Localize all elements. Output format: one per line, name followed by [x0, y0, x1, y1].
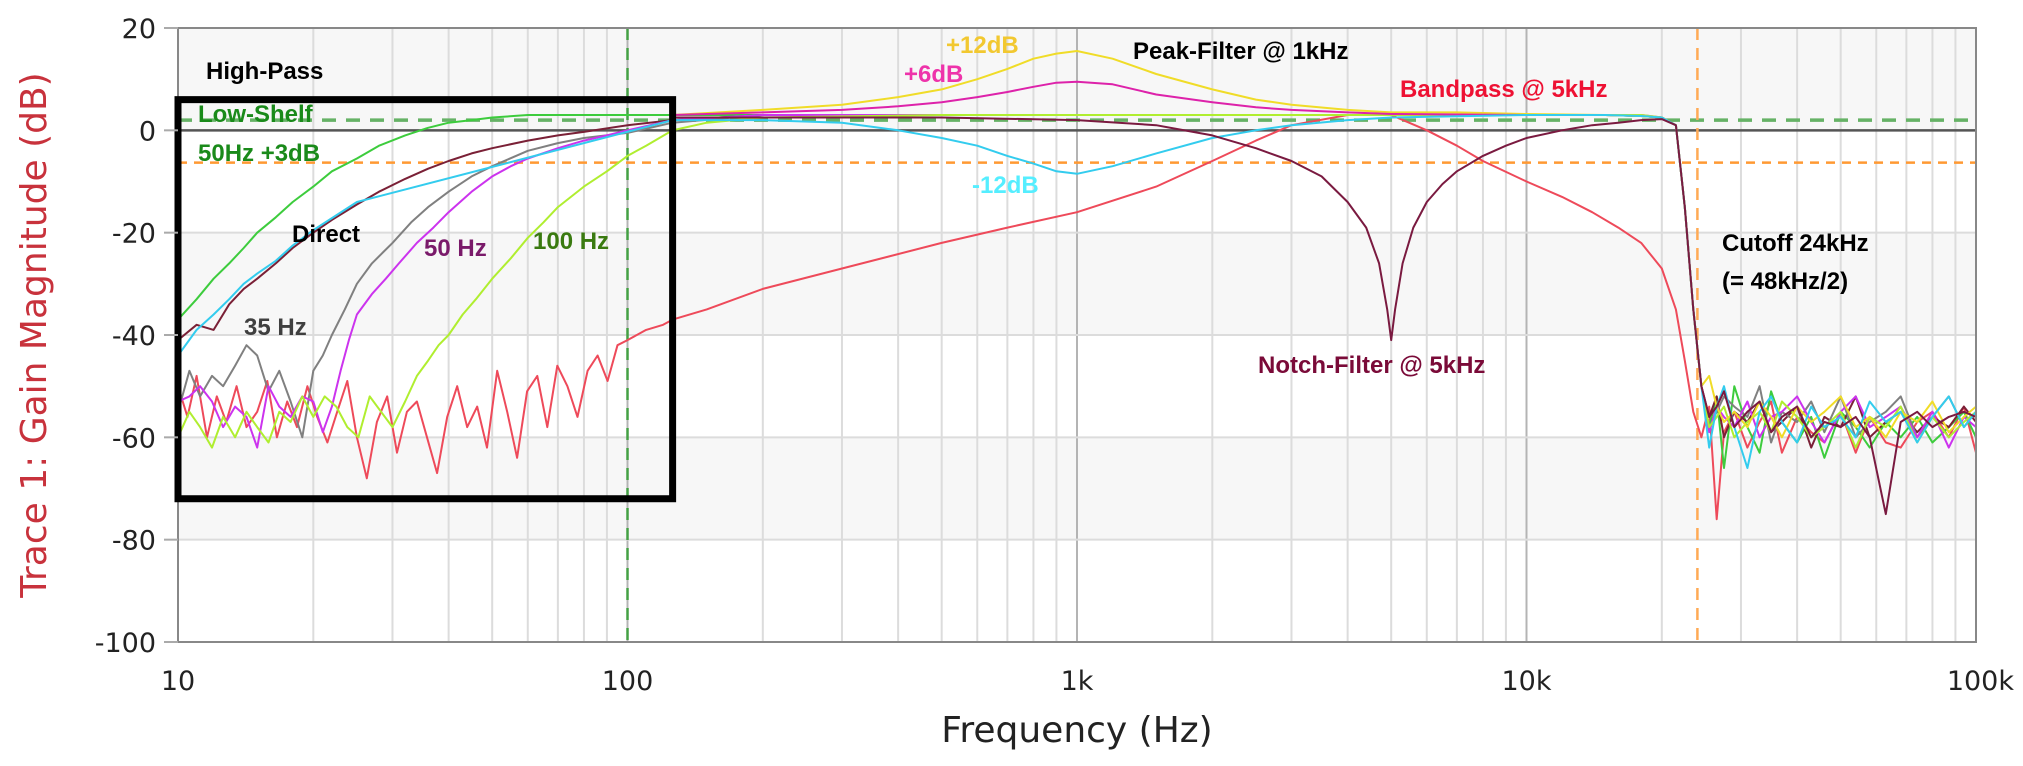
series-line — [672, 80, 1527, 116]
annotation-direct: Direct — [292, 221, 360, 248]
x-tick-label: 10k — [1502, 666, 1552, 697]
annotation-low-shelf-params: 50Hz +3dB — [198, 140, 320, 167]
highlight-box — [174, 96, 677, 503]
y-tick-label: 20 — [122, 14, 156, 45]
series-line — [177, 114, 1977, 469]
y-tick-label: -100 — [95, 628, 156, 659]
annotation-cutoff-note: (= 48kHz/2) — [1722, 268, 1848, 295]
annotation-plus-6db: +6dB — [904, 61, 963, 88]
annotation-100hz: 100 Hz — [533, 228, 609, 255]
annotation-50hz: 50 Hz — [424, 235, 487, 262]
x-axis-title: Frequency (Hz) — [941, 710, 1212, 751]
x-tick-label: 1k — [1061, 666, 1094, 697]
y-tick-label: -80 — [112, 526, 156, 557]
series-line — [672, 116, 1977, 516]
series-line — [177, 114, 1977, 521]
annotation-35hz: 35 Hz — [244, 314, 307, 341]
annotation-high-pass: High-Pass — [206, 58, 323, 85]
annotation-peak-filter: Peak-Filter @ 1kHz — [1133, 38, 1348, 65]
grid-lines — [177, 27, 1977, 643]
y-tick-label: 0 — [139, 116, 156, 147]
annotation-cutoff: Cutoff 24kHz — [1722, 230, 1869, 257]
y-tick-label: -20 — [112, 219, 156, 250]
annotation-notch-filter: Notch-Filter @ 5kHz — [1258, 352, 1485, 379]
y-axis-title: Trace 1: Gain Magnitude (dB) — [14, 72, 55, 598]
y-tick-label: -60 — [112, 423, 156, 454]
y-axis-ticks: 20 0 -20 -40 -60 -80 -100 — [95, 14, 178, 659]
y-tick-label: -40 — [112, 321, 156, 352]
annotation-bandpass: Bandpass @ 5kHz — [1400, 76, 1607, 103]
annotations: High-Pass Low-Shelf 50Hz +3dB Direct 35 … — [198, 32, 1869, 379]
x-tick-label: 10 — [161, 666, 195, 697]
x-tick-label: 100k — [1947, 666, 2015, 697]
series-line — [177, 114, 1977, 449]
annotation-low-shelf: Low-Shelf — [198, 101, 314, 128]
annotation-minus-12db: -12dB — [972, 172, 1039, 199]
x-axis-ticks: 10 100 1k 10k 100k — [161, 666, 2015, 697]
series-lines — [177, 50, 1977, 521]
x-tick-label: 100 — [602, 666, 654, 697]
annotation-plus-12db: +12dB — [946, 32, 1019, 59]
